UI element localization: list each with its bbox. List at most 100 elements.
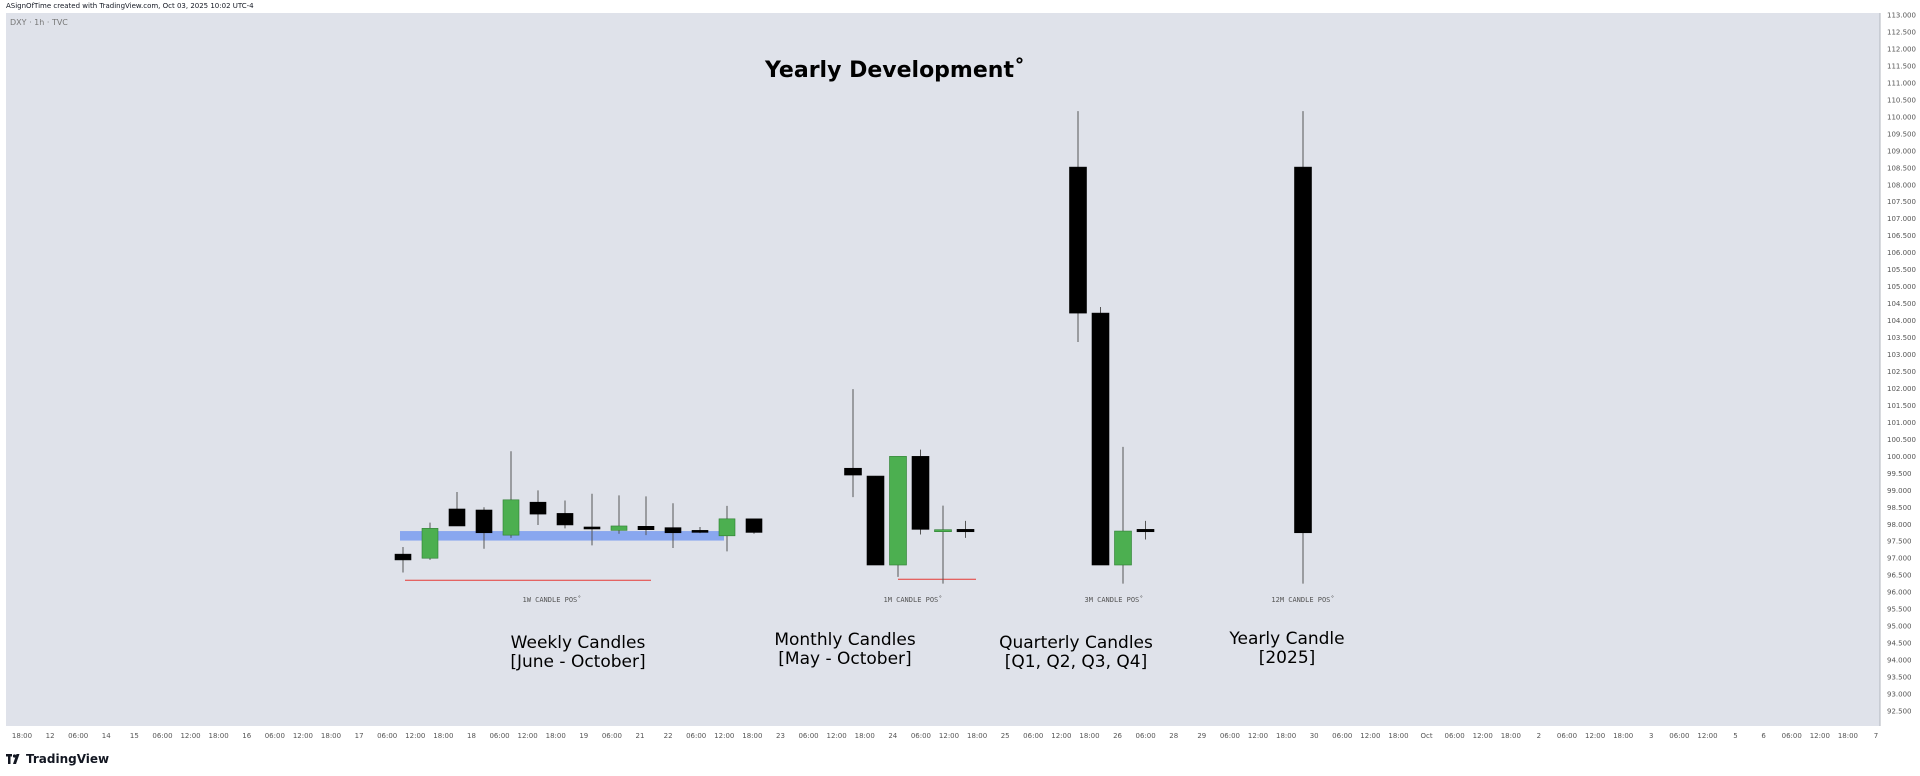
time-tick-label: 12:00 xyxy=(405,732,425,740)
time-tick-label: 18:00 xyxy=(209,732,229,740)
time-tick-label: 6 xyxy=(1761,732,1766,740)
bullish-candle xyxy=(889,456,907,566)
time-tick-label: 22 xyxy=(664,732,673,740)
price-tick-label: 107.500 xyxy=(1887,198,1916,206)
time-tick-label: 15 xyxy=(130,732,139,740)
price-tick-label: 99.000 xyxy=(1887,487,1912,495)
bearish-candle xyxy=(583,526,601,530)
yearly-label-line2: [2025] xyxy=(1259,648,1316,668)
time-tick-label: 18:00 xyxy=(1838,732,1858,740)
time-axis[interactable]: 18:00 12 06:00 14 15 06:00 12:00 18:00 16 06:00 12… xyxy=(12,732,1878,740)
time-tick-label: 18:00 xyxy=(855,732,875,740)
time-tick-label: 17 xyxy=(355,732,364,740)
time-tick-label: 06:00 xyxy=(686,732,706,740)
time-tick-label: 18:00 xyxy=(433,732,453,740)
time-tick-label: 28 xyxy=(1169,732,1178,740)
time-tick-label: 3 xyxy=(1649,732,1653,740)
price-tick-label: 97.500 xyxy=(1887,538,1912,546)
time-tick-label: 18:00 xyxy=(1079,732,1099,740)
time-tick-label: 29 xyxy=(1197,732,1206,740)
price-tick-label: 109.000 xyxy=(1887,147,1916,155)
time-tick-label: 06:00 xyxy=(1557,732,1577,740)
time-tick-label: 06:00 xyxy=(1782,732,1802,740)
bearish-candle xyxy=(394,553,412,561)
support-zone xyxy=(400,531,724,541)
bullish-candle xyxy=(421,528,439,559)
time-tick-label: 25 xyxy=(1001,732,1010,740)
price-tick-label: 95.000 xyxy=(1887,623,1912,631)
price-tick-label: 105.000 xyxy=(1887,283,1916,291)
time-tick-label: 18:00 xyxy=(742,732,762,740)
candle-pos-label: 1M CANDLE POS˚ xyxy=(883,596,942,604)
tradingview-brand[interactable]: TradingView xyxy=(6,752,109,766)
candle-pos-label: 3M CANDLE POS˚ xyxy=(1084,596,1143,604)
price-tick-label: 100.000 xyxy=(1887,453,1916,461)
quarterly-label-line1: Quarterly Candles xyxy=(999,633,1153,653)
time-tick-label: 18:00 xyxy=(321,732,341,740)
time-tick-label: 12:00 xyxy=(1360,732,1380,740)
time-tick-label: 06:00 xyxy=(68,732,88,740)
price-tick-label: 94.500 xyxy=(1887,640,1912,648)
price-tick-label: 112.000 xyxy=(1887,45,1916,53)
time-tick-label: 12:00 xyxy=(827,732,847,740)
price-tick-label: 108.000 xyxy=(1887,181,1916,189)
price-tick-label: 110.000 xyxy=(1887,113,1916,121)
time-tick-label: 18:00 xyxy=(546,732,566,740)
weekly-candle-group xyxy=(394,451,763,581)
time-tick-label: 06:00 xyxy=(1220,732,1240,740)
chart-title: Yearly Development˚ xyxy=(764,58,1025,83)
quarterly-label-line2: [Q1, Q2, Q3, Q4] xyxy=(1005,652,1147,672)
time-tick-label: 06:00 xyxy=(602,732,622,740)
weekly-label-line1: Weekly Candles xyxy=(511,633,646,653)
time-tick-label: 12:00 xyxy=(518,732,538,740)
time-tick-label: 12:00 xyxy=(1051,732,1071,740)
price-tick-label: 96.000 xyxy=(1887,589,1912,597)
group-labels: 1W CANDLE POS˚ Weekly Candles[June - Octo… xyxy=(510,596,1344,672)
price-tick-label: 113.000 xyxy=(1887,12,1916,20)
time-tick-label: 24 xyxy=(888,732,897,740)
time-tick-label: 18:00 xyxy=(1276,732,1296,740)
time-tick-label: 19 xyxy=(579,732,588,740)
plot-background[interactable] xyxy=(6,13,1880,726)
price-tick-label: 110.500 xyxy=(1887,96,1916,104)
bearish-candle xyxy=(1136,529,1155,533)
time-tick-label: 12:00 xyxy=(1697,732,1717,740)
price-tick-label: 93.000 xyxy=(1887,691,1912,699)
price-tick-label: 100.500 xyxy=(1887,436,1916,444)
tradingview-logo-icon xyxy=(6,754,20,764)
price-tick-label: 102.500 xyxy=(1887,368,1916,376)
price-tick-label: 98.500 xyxy=(1887,504,1912,512)
bearish-candle xyxy=(745,518,763,533)
price-tick-label: 96.500 xyxy=(1887,572,1912,580)
time-tick-label: 5 xyxy=(1733,732,1737,740)
symbol-label[interactable]: DXY · 1h · TVC xyxy=(10,18,68,27)
price-tick-label: 104.500 xyxy=(1887,300,1916,308)
time-tick-label: 06:00 xyxy=(489,732,509,740)
price-tick-label: 99.500 xyxy=(1887,470,1912,478)
price-tick-label: 103.000 xyxy=(1887,351,1916,359)
time-tick-label: 06:00 xyxy=(1023,732,1043,740)
monthly-label-line2: [May - October] xyxy=(778,649,911,669)
bearish-candle xyxy=(844,467,862,476)
time-tick-label: 26 xyxy=(1113,732,1122,740)
time-tick-label: 21 xyxy=(636,732,645,740)
price-tick-label: 105.500 xyxy=(1887,266,1916,274)
price-axis[interactable]: 113.000 112.500 112.000 111.500 111.000 110.5… xyxy=(1887,12,1916,716)
time-tick-label: 12:00 xyxy=(1810,732,1830,740)
candles-layer xyxy=(394,111,1312,584)
price-tick-label: 112.500 xyxy=(1887,28,1916,36)
bearish-candle xyxy=(691,530,709,533)
bearish-candle xyxy=(556,513,574,526)
quarterly-candle-group xyxy=(1069,111,1155,584)
time-tick-label: 12:00 xyxy=(180,732,200,740)
price-tick-label: 98.000 xyxy=(1887,521,1912,529)
price-tick-label: 111.000 xyxy=(1887,79,1916,87)
price-tick-label: 92.500 xyxy=(1887,708,1912,716)
time-tick-label: 23 xyxy=(776,732,785,740)
time-tick-label: 06:00 xyxy=(798,732,818,740)
bearish-candle xyxy=(956,529,975,533)
brand-name: TradingView xyxy=(26,752,110,766)
yearly-candle-group xyxy=(1294,111,1312,584)
time-tick-label: 18:00 xyxy=(1613,732,1633,740)
